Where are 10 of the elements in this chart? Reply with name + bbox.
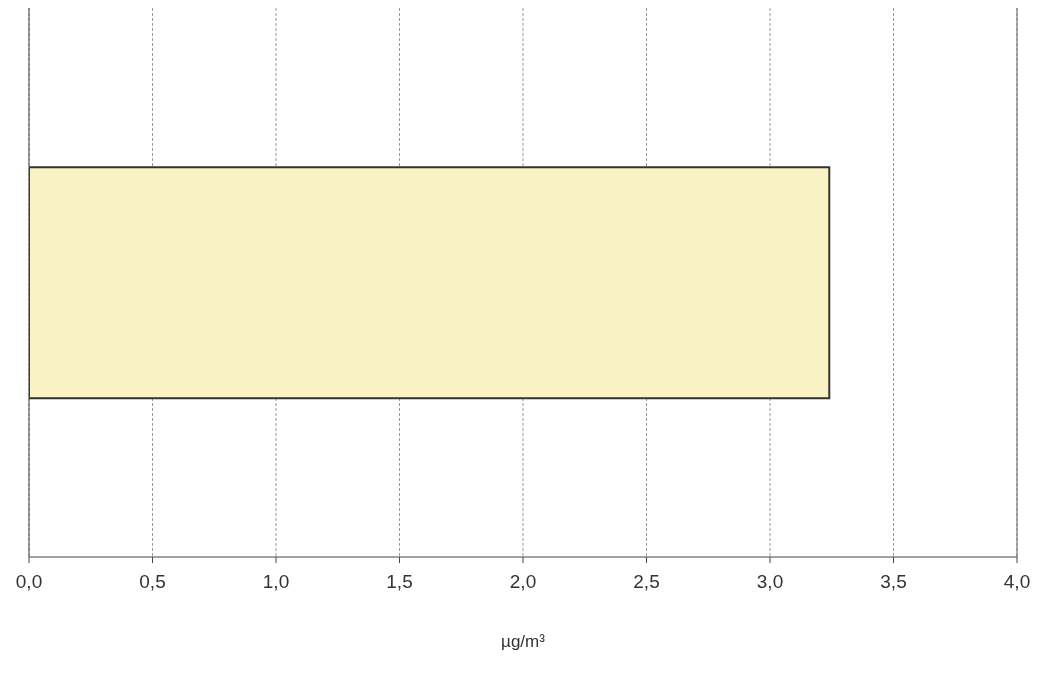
x-tick-label: 3,0: [756, 571, 784, 593]
x-tick-label: 0,5: [139, 571, 166, 593]
x-tick-label: 3,5: [880, 571, 907, 593]
x-tick-label: 1,5: [386, 571, 413, 593]
x-tick-label: 4,0: [1003, 571, 1031, 593]
x-tick-label: 2,5: [633, 571, 660, 593]
x-tick-label: 0,0: [15, 571, 43, 593]
x-tick-label: 2,0: [509, 571, 537, 593]
x-axis-title: µg/m³: [501, 632, 546, 651]
x-tick-label: 1,0: [262, 571, 290, 593]
